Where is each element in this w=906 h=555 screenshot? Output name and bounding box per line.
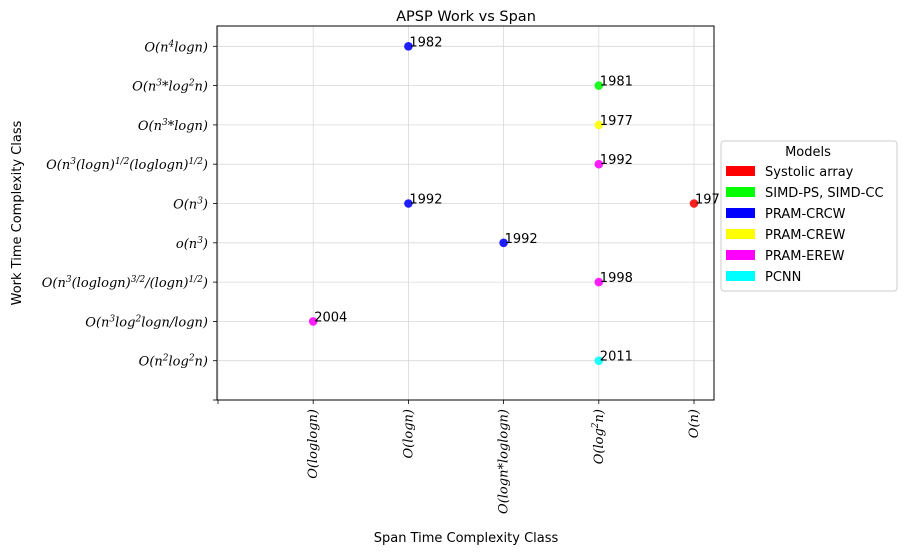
legend-swatch (726, 166, 755, 176)
legend-swatch (726, 208, 755, 218)
data-point (308, 317, 318, 326)
point-label: 1992 (600, 153, 633, 168)
point-label: 2011 (600, 350, 633, 365)
y-tick-label: O(n4logn) (144, 39, 208, 55)
point-label: 1992 (505, 232, 538, 247)
legend-entry-label: PRAM-CRCW (765, 207, 846, 222)
point-label: 197 (695, 193, 720, 208)
x-tick-label: O(n) (687, 409, 702, 438)
legend-swatch (726, 229, 755, 239)
data-point (594, 356, 604, 366)
x-tick-label: O(logn*loglogn) (497, 409, 512, 514)
axis-ticks: O(loglogn) O(logn) O(logn*loglogn) O(log2n)… (42, 39, 702, 514)
scatter-points (308, 42, 699, 366)
y-tick-label: O(n3(loglogn)3/2/(logn)1/2) (42, 275, 208, 291)
legend-title: Models (785, 145, 831, 160)
chart-title: APSP Work vs Span (396, 9, 536, 25)
legend-entry-label: Systolic array (765, 165, 854, 180)
legend-swatch (726, 250, 755, 260)
plot-frame (216, 25, 715, 401)
grid (217, 26, 714, 401)
legend-entry-label: PCNN (765, 270, 801, 285)
data-point (404, 199, 413, 208)
data-point (404, 42, 413, 51)
point-label: 1998 (600, 271, 633, 286)
data-point (594, 159, 604, 169)
y-tick-label: o(n3) (176, 236, 208, 252)
point-label: 2004 (314, 310, 347, 325)
x-tick-label: O(loglogn) (306, 409, 321, 479)
point-label: 1982 (409, 35, 442, 50)
point-label: 1981 (600, 75, 633, 90)
y-tick-label: O(n3*logn) (138, 118, 208, 134)
y-tick-label: O(n3) (173, 197, 208, 213)
data-point (594, 81, 604, 90)
y-tick-label: O(n3(logn)1/2(loglogn)1/2) (46, 157, 208, 173)
x-tick-label: O(logn) (401, 409, 416, 458)
y-tick-label: O(n3*log2n) (132, 79, 208, 95)
data-point (499, 238, 508, 248)
x-axis-label: Span Time Complexity Class (374, 531, 559, 546)
legend-entry-label: SIMD-PS, SIMD-CC (765, 186, 884, 201)
legend-swatch (726, 271, 755, 281)
point-annotations: 1982 1981 1977 1992 1992 197 1992 1998 2004 2011 (314, 35, 720, 364)
data-point (594, 120, 604, 130)
legend-box (720, 140, 898, 292)
x-tick-label: O(log2n) (591, 409, 607, 464)
data-point (689, 199, 699, 208)
legend-swatch (726, 187, 755, 197)
legend: Models Systolic array SIMD-PS, SIMD-CC PRAM… (720, 140, 898, 292)
legend-entry-label: PRAM-EREW (765, 249, 845, 264)
point-label: 1992 (409, 193, 442, 208)
y-tick-label: O(n2log2n) (139, 354, 208, 370)
legend-entry-label: PRAM-CREW (765, 228, 845, 243)
data-point (594, 277, 604, 287)
y-tick-label: O(n3log2logn/logn) (85, 314, 208, 330)
point-label: 1977 (600, 114, 633, 129)
y-axis-label: Work Time Complexity Class (10, 120, 25, 305)
